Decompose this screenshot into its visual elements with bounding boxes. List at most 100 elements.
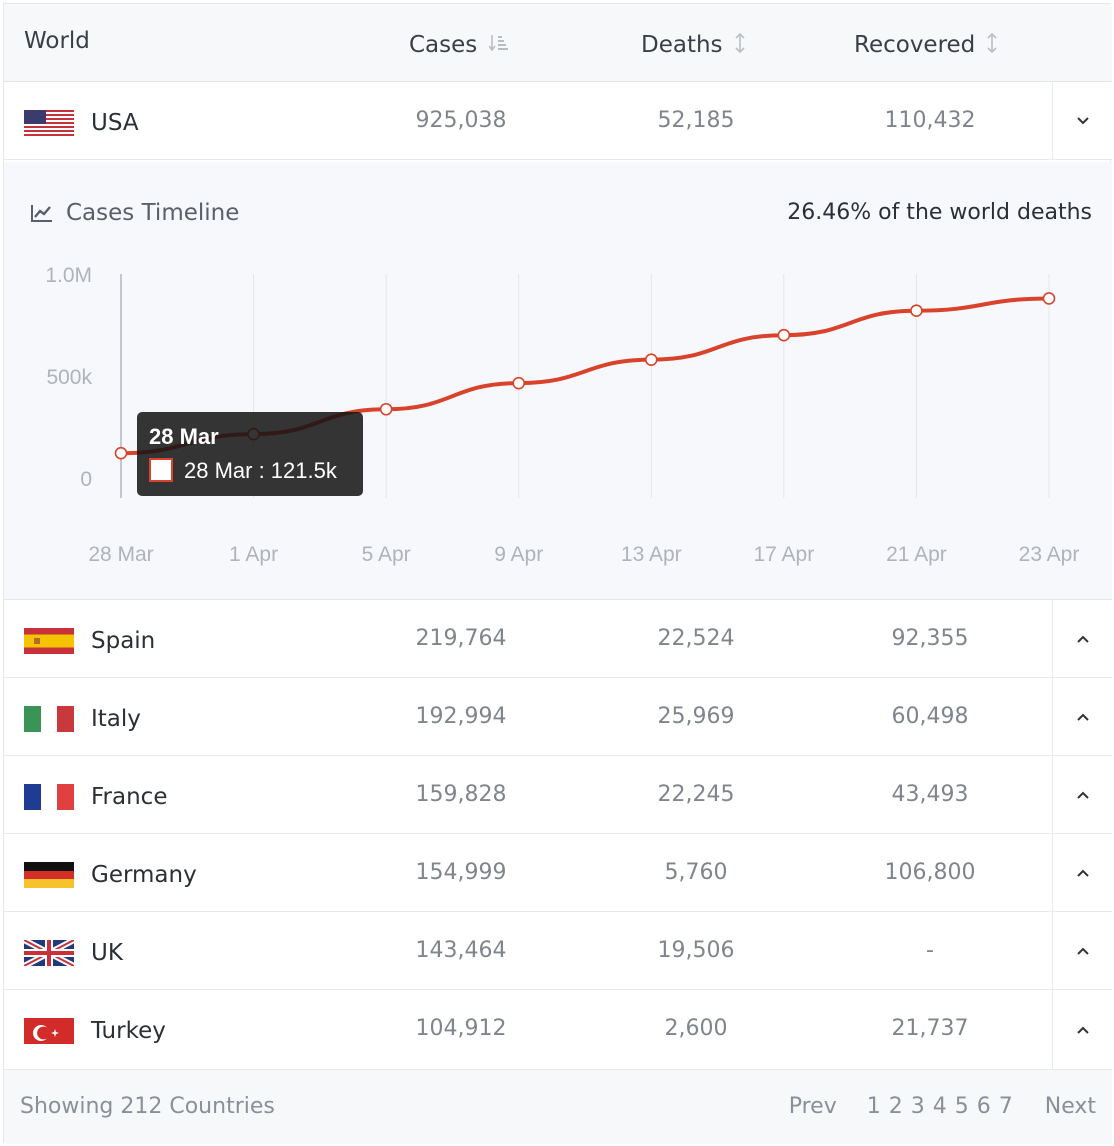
tooltip-box: [137, 412, 363, 496]
sort-icon[interactable]: [987, 32, 997, 58]
italy-flag: [24, 706, 74, 732]
chevron-up-icon: [1076, 947, 1089, 955]
cases-value: 192,994: [415, 704, 507, 729]
uk-flag: [24, 940, 74, 966]
chevron-up-icon: [1076, 1026, 1089, 1034]
table-row[interactable]: Turkey 104,912 2,600 21,737: [4, 990, 1112, 1070]
deaths-value: 22,245: [657, 782, 735, 807]
country-name: USA: [91, 110, 139, 136]
world-header: World: [24, 28, 90, 54]
recovered-value: 106,800: [884, 860, 976, 885]
showing-count: Showing 212 Countries: [20, 1094, 275, 1119]
spain-flag: [24, 628, 74, 654]
expand-row-button[interactable]: [1052, 678, 1112, 755]
prev-page-button[interactable]: Prev: [788, 1094, 837, 1119]
recovered-column-header[interactable]: Recovered: [854, 32, 997, 58]
countries-table: World Cases Deaths Recovered: [3, 3, 1112, 1144]
cases-value: 219,764: [415, 626, 507, 651]
expand-row-button[interactable]: [1052, 912, 1112, 989]
line-chart-icon: [31, 205, 52, 222]
deaths-value: 22,524: [657, 626, 735, 651]
page-button-3[interactable]: 3: [910, 1094, 925, 1119]
x-tick-label: 13 Apr: [621, 543, 682, 566]
germany-flag: [24, 862, 74, 888]
cases-value: 104,912: [415, 1016, 507, 1041]
deaths-value: 19,506: [657, 938, 735, 963]
sort-desc-icon[interactable]: [488, 33, 509, 57]
expand-row-button[interactable]: [1052, 756, 1112, 833]
table-footer: Showing 212 Countries Prev 1 2 3 4 5 6 7…: [4, 1070, 1112, 1144]
data-point: [777, 328, 791, 342]
deaths-value: 5,760: [664, 860, 728, 885]
chevron-up-icon: [1076, 713, 1089, 721]
country-name: Italy: [91, 706, 141, 732]
page-button-5[interactable]: 5: [954, 1094, 969, 1119]
table-row[interactable]: Germany 154,999 5,760 106,800: [4, 834, 1112, 912]
cases-timeline-chart[interactable]: 0 500k 1.0M 28 Mar 1 Apr 5 Apr 9 Apr 13 Apr 17 A…: [4, 162, 1112, 600]
pagination: Prev 1 2 3 4 5 6 7 Next: [789, 1094, 1096, 1119]
recovered-value: 110,432: [884, 108, 976, 133]
cases-column-header[interactable]: Cases: [409, 32, 509, 58]
deaths-value: 52,185: [657, 108, 735, 133]
cases-value: 159,828: [415, 782, 507, 807]
tooltip-swatch: [149, 458, 173, 482]
table-row[interactable]: Italy 192,994 25,969 60,498: [4, 678, 1112, 756]
recovered-value: 21,737: [891, 1016, 969, 1041]
country-name: Germany: [91, 862, 197, 888]
y-tick-label: 1.0M: [45, 264, 92, 287]
page-button-6[interactable]: 6: [976, 1094, 991, 1119]
recovered-header-label: Recovered: [854, 32, 976, 58]
recovered-value: 60,498: [891, 704, 969, 729]
deaths-value: 25,969: [657, 704, 735, 729]
chart-title-text: Cases Timeline: [66, 200, 240, 226]
page-button-4[interactable]: 4: [932, 1094, 947, 1119]
table-row[interactable]: France 159,828 22,245 43,493: [4, 756, 1112, 834]
expand-row-button[interactable]: [1052, 600, 1112, 677]
cases-header-label: Cases: [409, 32, 478, 58]
recovered-value: 43,493: [891, 782, 969, 807]
collapse-row-button[interactable]: [1052, 82, 1112, 159]
country-name: Spain: [91, 628, 156, 654]
page-button-2[interactable]: 2: [888, 1094, 903, 1119]
tooltip-value: 28 Mar : 121.5k: [184, 458, 338, 483]
expand-row-button[interactable]: [1052, 990, 1112, 1070]
data-point: [114, 446, 128, 460]
cases-value: 154,999: [415, 860, 507, 885]
table-header: World Cases Deaths Recovered: [4, 4, 1112, 82]
x-tick-label: 21 Apr: [886, 543, 947, 566]
country-name: France: [91, 784, 168, 810]
cases-value: 143,464: [415, 938, 507, 963]
page-button-7[interactable]: 7: [998, 1094, 1013, 1119]
table-row[interactable]: UK 143,464 19,506 -: [4, 912, 1112, 990]
recovered-value: -: [926, 938, 934, 963]
turkey-flag: [24, 1018, 74, 1044]
country-name: Turkey: [91, 1018, 166, 1044]
deaths-header-label: Deaths: [641, 32, 723, 58]
page-button-1[interactable]: 1: [866, 1094, 881, 1119]
expand-row-button[interactable]: [1052, 834, 1112, 911]
chevron-down-icon: [1076, 116, 1089, 124]
tooltip-title: 28 Mar: [149, 424, 219, 449]
x-tick-label: 23 Apr: [1019, 543, 1080, 566]
chevron-up-icon: [1076, 791, 1089, 799]
table-row[interactable]: USA 925,038 52,185 110,432: [4, 82, 1112, 160]
recovered-value: 92,355: [891, 626, 969, 651]
country-name: UK: [91, 940, 123, 966]
world-deaths-share: 26.46% of the world deaths: [787, 200, 1092, 225]
y-tick-label: 0: [80, 468, 92, 491]
x-tick-label: 17 Apr: [753, 543, 814, 566]
x-tick-label: 5 Apr: [362, 543, 411, 566]
deaths-value: 2,600: [664, 1016, 728, 1041]
next-page-button[interactable]: Next: [1044, 1094, 1096, 1119]
usa-flag: [24, 110, 74, 136]
table-row[interactable]: Spain 219,764 22,524 92,355: [4, 600, 1112, 678]
france-flag: [24, 784, 74, 810]
y-tick-label: 500k: [46, 366, 92, 389]
x-tick-label: 28 Mar: [88, 543, 153, 566]
data-point: [379, 402, 393, 416]
cases-value: 925,038: [415, 108, 507, 133]
deaths-column-header[interactable]: Deaths: [641, 32, 745, 58]
chevron-up-icon: [1076, 869, 1089, 877]
sort-icon[interactable]: [734, 32, 745, 58]
cases-timeline-panel: Cases Timeline 26.46% of the world death…: [4, 162, 1112, 600]
